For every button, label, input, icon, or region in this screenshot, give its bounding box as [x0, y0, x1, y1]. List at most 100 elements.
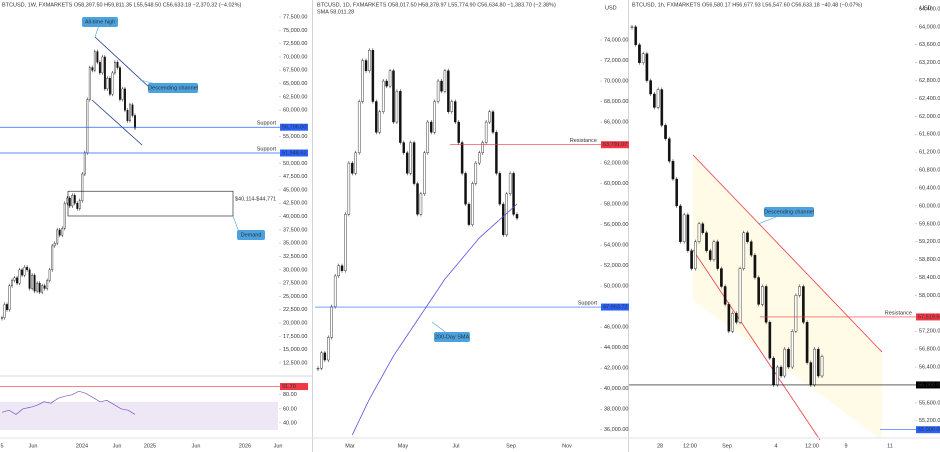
- y-tick-label: 50,000.00: [283, 161, 307, 167]
- candle: [8, 285, 11, 310]
- candle: [83, 152, 86, 175]
- price-label-box: [280, 383, 308, 391]
- y-tick-label: 59,600.00: [919, 221, 940, 227]
- candle: [720, 268, 723, 287]
- candle: [46, 280, 49, 289]
- candle: [467, 203, 471, 225]
- y-tick-label: 58,800.00: [919, 257, 940, 263]
- candle: [649, 80, 652, 95]
- candle: [121, 88, 124, 100]
- y-tick-label: 70,000.00: [604, 78, 628, 84]
- candle: [749, 241, 753, 256]
- demand-zone: [67, 190, 234, 217]
- x-tick-label: Jun: [29, 443, 38, 449]
- y-tick-label: 75,000.00: [283, 28, 307, 34]
- y-tick-label: 36,000.00: [604, 427, 628, 433]
- candle: [68, 197, 71, 207]
- price-label: 63,791.07: [603, 142, 627, 148]
- candle: [419, 193, 423, 215]
- candle: [813, 348, 816, 386]
- candle: [58, 229, 61, 236]
- candle: [653, 93, 656, 108]
- y-tick-label: 40,000.00: [283, 214, 307, 220]
- candle: [426, 121, 430, 154]
- y-tick-label: 56,400.00: [919, 364, 940, 370]
- candle: [671, 160, 675, 180]
- level-name: Support: [257, 146, 277, 152]
- y-tick-label: 72,000.00: [604, 58, 628, 64]
- x-tick-label: May: [398, 443, 409, 449]
- zone-label: $40,114-$44,771: [235, 197, 276, 203]
- candle: [746, 232, 749, 242]
- candle: [498, 173, 502, 205]
- candle: [88, 67, 91, 100]
- y-tick-label: 70,000.00: [283, 54, 307, 60]
- candle: [399, 91, 402, 143]
- candle: [385, 80, 388, 87]
- chart-header: BTCUSD, 1W, FXMARKETS O58,397.50 H59,811…: [2, 2, 241, 8]
- y-tick-label: 47,500.00: [283, 174, 307, 180]
- y-tick-label: 74,000.00: [604, 37, 628, 43]
- candle: [86, 99, 89, 153]
- candle: [36, 282, 39, 292]
- x-tick-label: 12:00: [805, 443, 819, 449]
- sma-line: [351, 203, 518, 436]
- chart-header: BTCUSD, 1D, FXMARKETS O58,017.50 H58,378…: [317, 2, 556, 8]
- price-label-box: [601, 303, 629, 311]
- candle: [768, 322, 772, 359]
- x-tick-label: 28: [657, 443, 663, 449]
- candle: [131, 104, 134, 116]
- y-tick-label: 55,000.00: [283, 134, 307, 140]
- y-tick-label: 77,500.00: [283, 14, 307, 20]
- candle: [124, 88, 126, 111]
- price-label-box: [280, 149, 308, 157]
- x-tick-label: Jul: [452, 443, 459, 449]
- candle: [484, 121, 488, 143]
- candle: [129, 104, 131, 122]
- callout: [434, 332, 470, 342]
- candle: [320, 352, 323, 369]
- y-tick-label: 63,200.00: [919, 60, 940, 66]
- y-tick-label: 20,000.00: [283, 320, 307, 326]
- y-tick-label: 22,500.00: [283, 307, 307, 313]
- y-tick-label: 54,000.00: [604, 243, 628, 249]
- price-label-box: [601, 141, 629, 149]
- candle: [794, 295, 798, 332]
- candle: [734, 313, 738, 323]
- callout: [764, 207, 814, 217]
- candle: [361, 60, 364, 102]
- y-tick-label: 55,600.00: [919, 400, 940, 406]
- candle: [354, 152, 357, 174]
- candle: [423, 152, 426, 195]
- candle: [378, 111, 381, 133]
- candle: [340, 265, 344, 271]
- candle: [474, 162, 478, 184]
- x-tick-label: 2025: [144, 443, 156, 449]
- y-tick-label: 56,000.00: [604, 222, 628, 228]
- y-tick-label: 60,000.00: [283, 108, 307, 114]
- candle: [779, 366, 783, 377]
- candle: [675, 178, 679, 207]
- candle: [111, 72, 114, 95]
- callout-text: Demand: [241, 232, 262, 238]
- candle: [660, 89, 664, 126]
- candle: [701, 223, 705, 233]
- chart-header: BTCUSD, 1h, FXMARKETS O56,580.17 H56,677…: [632, 2, 862, 8]
- candle: [798, 286, 801, 296]
- price-label-box: [916, 313, 940, 321]
- candle: [787, 348, 790, 368]
- level-name: Resistance: [570, 138, 597, 144]
- candle: [28, 269, 31, 289]
- candle: [103, 56, 106, 90]
- candle: [344, 214, 347, 271]
- candle: [705, 232, 708, 251]
- price-label: 57,519.54: [918, 314, 940, 320]
- level-name: Support: [578, 300, 598, 306]
- candle: [388, 70, 392, 87]
- candle: [809, 362, 813, 386]
- candle: [738, 268, 742, 323]
- candle: [21, 269, 24, 276]
- candle: [481, 142, 484, 154]
- candle: [26, 266, 29, 271]
